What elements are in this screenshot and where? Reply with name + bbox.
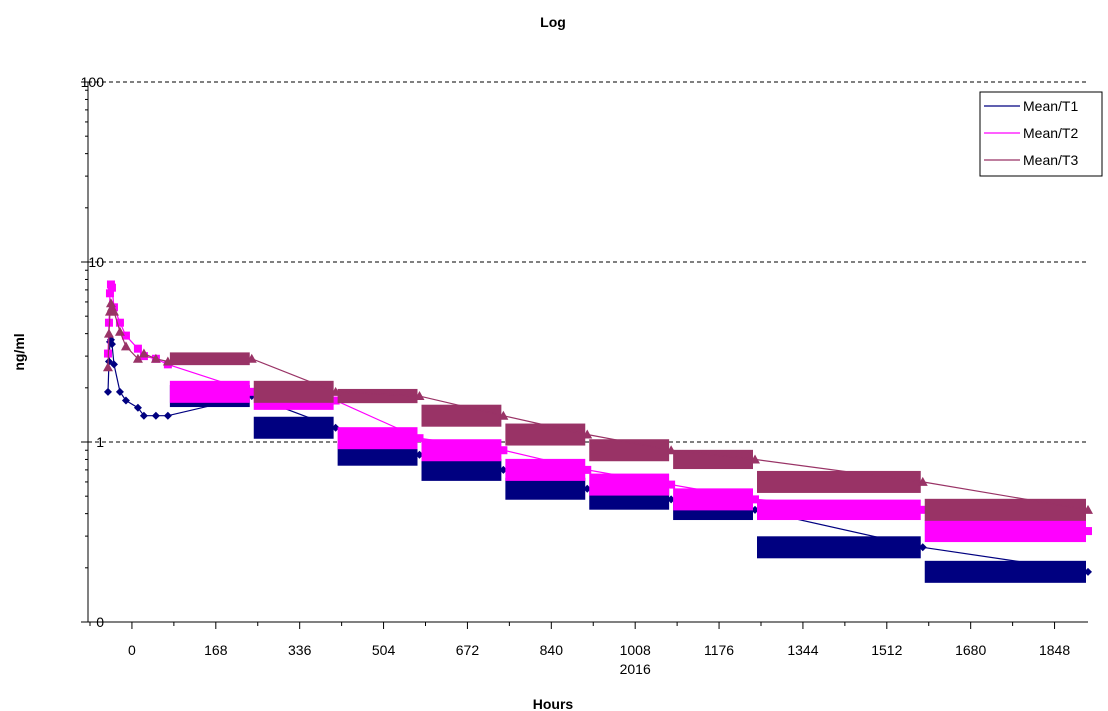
data-point	[918, 543, 927, 552]
data-point	[108, 306, 119, 316]
legend: Mean/T1 Mean/T2 Mean/T3	[979, 91, 1103, 177]
data-point	[667, 480, 676, 489]
data-point	[102, 362, 113, 372]
variability-band	[924, 498, 1086, 521]
variability-band	[169, 380, 250, 403]
data-point	[1084, 527, 1092, 536]
x-tick-label: 504	[372, 642, 396, 658]
variability-band	[924, 520, 1086, 543]
data-point	[151, 411, 160, 420]
data-point	[115, 387, 124, 396]
variability-band	[421, 439, 502, 462]
data-point	[109, 360, 118, 369]
data-point	[103, 328, 114, 338]
y-axis-label: ng/ml	[11, 333, 27, 370]
data-point	[150, 353, 161, 363]
data-point	[750, 495, 759, 504]
data-point	[582, 429, 593, 439]
chart-title: Log	[540, 14, 566, 30]
variability-band	[337, 388, 418, 404]
variability-band	[505, 458, 586, 481]
series	[102, 280, 1093, 583]
y-tick-label: 100	[81, 74, 105, 90]
data-point	[247, 387, 256, 396]
x-tick-label: 1848	[1039, 642, 1070, 658]
x-tick-label: 1512	[871, 642, 902, 658]
data-point	[121, 396, 130, 405]
data-point	[105, 298, 116, 308]
x-tick-label: 840	[540, 642, 564, 658]
axes: 0 1 10 100 0 168 336 504 672 840 1008 1176 1344 1512 1…	[81, 74, 1088, 677]
x-extra-label: 2016	[620, 661, 651, 677]
data-point	[415, 434, 424, 443]
data-point	[139, 411, 148, 420]
data-point	[749, 454, 760, 464]
data-point	[414, 391, 425, 401]
data-point	[120, 341, 131, 351]
data-point	[133, 344, 142, 353]
x-tick-label: 336	[288, 642, 312, 658]
variability-band	[924, 560, 1086, 583]
data-point	[115, 318, 124, 327]
variability-band	[505, 423, 586, 446]
data-point	[138, 348, 149, 358]
x-axis-label: Hours	[533, 696, 574, 711]
data-point	[246, 353, 257, 363]
x-tick-label: 1008	[620, 642, 651, 658]
legend-entry: Mean/T1	[1023, 98, 1078, 114]
variability-band	[756, 470, 921, 493]
variability-band	[421, 458, 502, 481]
data-point	[331, 396, 340, 405]
data-point	[133, 403, 142, 412]
variability-band	[756, 536, 921, 559]
data-point	[499, 446, 508, 455]
variability-band	[589, 439, 670, 462]
data-point	[498, 410, 509, 420]
data-point	[132, 353, 143, 363]
x-tick-label: 1344	[787, 642, 818, 658]
data-point	[107, 340, 116, 349]
data-point	[917, 476, 928, 486]
y-tick-label: 1	[96, 434, 104, 450]
data-point	[163, 411, 172, 420]
data-point	[162, 356, 173, 366]
data-point	[114, 326, 125, 336]
legend-entry: Mean/T2	[1023, 125, 1078, 141]
x-tick-label: 1680	[955, 642, 986, 658]
variability-band	[421, 404, 502, 427]
variability-band	[756, 499, 921, 521]
x-tick-label: 0	[128, 642, 136, 658]
variability-band	[505, 477, 586, 500]
variability-band	[589, 473, 670, 496]
data-point	[666, 445, 677, 455]
series-mean-t3	[102, 298, 1093, 521]
variability-band	[253, 416, 334, 439]
x-tick-label: 168	[204, 642, 228, 658]
data-point	[1084, 567, 1092, 576]
y-tick-label: 10	[88, 254, 104, 270]
data-point	[121, 331, 130, 340]
data-point	[583, 465, 592, 474]
variability-band	[169, 352, 250, 366]
data-point	[918, 505, 927, 514]
variability-band	[253, 380, 334, 403]
data-point	[103, 387, 112, 396]
data-point	[107, 283, 116, 292]
variability-band	[337, 427, 418, 450]
data-point	[105, 289, 114, 298]
x-tick-label: 1176	[704, 642, 734, 658]
gridlines	[88, 81, 1088, 443]
x-tick-label: 672	[456, 642, 480, 658]
variability-band	[673, 449, 753, 470]
data-point	[330, 386, 341, 396]
legend-entry: Mean/T3	[1023, 152, 1078, 168]
data-point	[1083, 504, 1093, 514]
y-tick-label: 0	[96, 614, 104, 630]
variability-band	[673, 488, 753, 511]
variability-band	[337, 443, 418, 466]
